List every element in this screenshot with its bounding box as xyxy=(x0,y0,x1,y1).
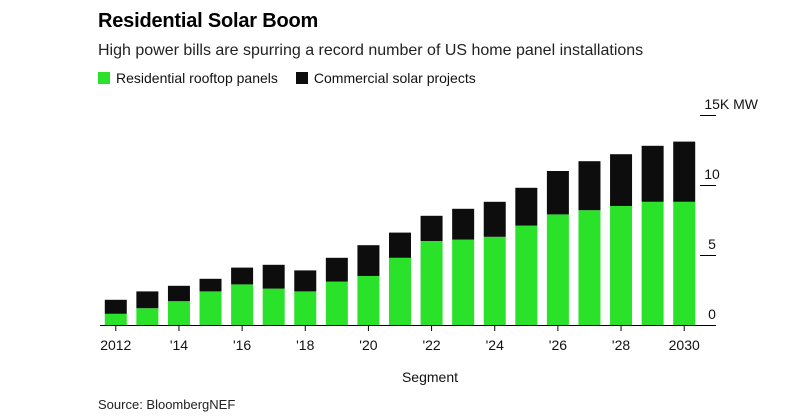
y-axis: 0 5 10 15K MW xyxy=(700,96,759,322)
y-axis-unit-label: 15K MW xyxy=(704,96,758,112)
bar-residential-2021 xyxy=(389,257,411,325)
bar-commercial-2021 xyxy=(389,232,411,258)
bar-residential-2012 xyxy=(104,313,127,325)
x-tick-label: '18 xyxy=(296,337,314,353)
x-tick-label: '14 xyxy=(170,337,188,353)
bar-commercial-2023 xyxy=(452,208,475,240)
y-tick-label: 0 xyxy=(708,306,716,322)
bar-residential-2022 xyxy=(420,241,443,325)
bar-residential-2016 xyxy=(231,284,254,325)
bar-residential-2017 xyxy=(262,288,285,325)
bar-residential-2026 xyxy=(546,214,569,325)
bar-commercial-2022 xyxy=(420,215,443,241)
legend: Residential rooftop panels Commercial so… xyxy=(98,70,476,86)
y-tick-label: 5 xyxy=(708,236,716,252)
bar-residential-2029 xyxy=(641,201,664,325)
legend-label-residential: Residential rooftop panels xyxy=(116,70,278,86)
x-tick-label: '26 xyxy=(549,337,567,353)
bar-residential-2018 xyxy=(294,291,317,325)
x-tick-label: '16 xyxy=(233,337,251,353)
bar-residential-2030 xyxy=(673,201,696,325)
x-tick-label: '24 xyxy=(486,337,504,353)
bar-residential-2028 xyxy=(610,206,633,325)
bar-commercial-2024 xyxy=(483,201,506,237)
legend-label-commercial: Commercial solar projects xyxy=(313,70,476,86)
x-tick-label: '22 xyxy=(422,337,440,353)
legend-item-commercial: Commercial solar projects xyxy=(295,70,476,86)
x-axis-title: Segment xyxy=(402,369,458,385)
bar-commercial-2020 xyxy=(357,245,380,276)
bar-commercial-2015 xyxy=(199,278,222,292)
bar-residential-2013 xyxy=(136,308,159,325)
bar-residential-2027 xyxy=(578,210,601,325)
bar-commercial-2026 xyxy=(546,171,569,215)
bar-commercial-2027 xyxy=(578,161,601,211)
bar-residential-2025 xyxy=(515,225,538,325)
x-tick-label: 2030 xyxy=(669,337,700,353)
source-note: Source: BloombergNEF xyxy=(98,397,236,412)
legend-swatch-residential xyxy=(98,72,110,84)
x-axis: 2012 '14 '16 '18 '20 '22 '24 '26 '28 2030 Segment xyxy=(100,325,716,385)
chart-title: Residential Solar Boom xyxy=(98,10,319,32)
bar-residential-2019 xyxy=(325,281,348,325)
bar-residential-2015 xyxy=(199,291,222,325)
x-tick-label: 2012 xyxy=(100,337,131,353)
bar-residential-2014 xyxy=(167,301,190,325)
legend-item-residential: Residential rooftop panels xyxy=(98,70,278,86)
bar-commercial-2016 xyxy=(231,267,254,285)
bar-commercial-2025 xyxy=(515,187,538,226)
bars-group xyxy=(104,141,696,325)
x-tick-label: '28 xyxy=(612,337,630,353)
y-tick-label: 10 xyxy=(704,166,720,182)
chart-subtitle: High power bills are spurring a record n… xyxy=(98,42,644,59)
bar-commercial-2017 xyxy=(262,264,285,289)
bar-residential-2024 xyxy=(483,236,506,325)
bar-commercial-2018 xyxy=(294,270,317,292)
bar-commercial-2030 xyxy=(673,141,696,202)
bar-commercial-2029 xyxy=(641,145,664,202)
bar-residential-2020 xyxy=(357,276,380,325)
bar-commercial-2012 xyxy=(104,299,127,314)
bar-commercial-2013 xyxy=(136,291,159,309)
legend-swatch-commercial xyxy=(295,72,308,84)
bar-commercial-2019 xyxy=(325,257,348,282)
bar-residential-2023 xyxy=(452,239,475,325)
bar-commercial-2028 xyxy=(610,154,633,206)
x-tick-label: '20 xyxy=(359,337,377,353)
bar-commercial-2014 xyxy=(167,285,190,302)
